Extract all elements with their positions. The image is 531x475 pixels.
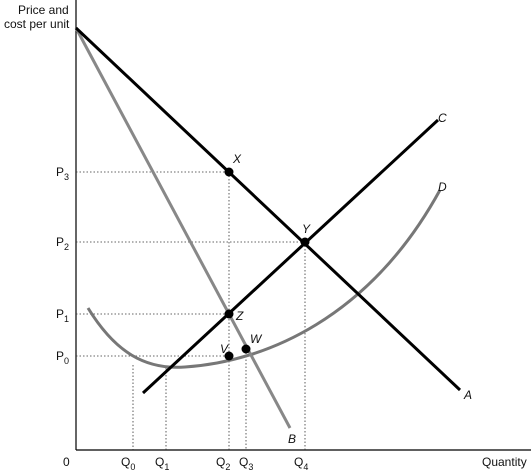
- subscript: 0: [130, 462, 135, 472]
- symbol: Q: [155, 455, 164, 469]
- symbol: P: [56, 165, 64, 179]
- subscript: 1: [64, 314, 69, 324]
- point: [224, 309, 234, 319]
- price-label: P0: [56, 349, 69, 366]
- subscript: 3: [64, 172, 69, 182]
- symbol: Q: [216, 455, 225, 469]
- quantity-label: Q4: [294, 455, 308, 472]
- quantity-label: Q1: [155, 455, 169, 472]
- point-label: X: [232, 152, 242, 166]
- price-label: P3: [56, 165, 69, 182]
- curve-label: B: [288, 432, 296, 446]
- symbol: P: [56, 349, 64, 363]
- x-axis-label: Quantity: [482, 455, 527, 469]
- point: [224, 351, 234, 361]
- price-label: P2: [56, 235, 69, 252]
- quantity-label: Q0: [121, 455, 135, 472]
- curve-label: C: [438, 111, 447, 125]
- point-label: V: [220, 342, 229, 356]
- subscript: 2: [64, 242, 69, 252]
- symbol: P: [56, 307, 64, 321]
- curve-label: A: [463, 388, 472, 402]
- point-label: W: [250, 332, 263, 346]
- point: [224, 167, 234, 177]
- subscript: 0: [64, 356, 69, 366]
- points: [224, 167, 310, 361]
- subscript: 4: [303, 462, 308, 472]
- symbol: P: [56, 235, 64, 249]
- curve-label: D: [438, 180, 447, 194]
- guides: [76, 171, 306, 450]
- point: [300, 237, 310, 247]
- subscript: 3: [248, 462, 253, 472]
- curve-d: [86, 189, 442, 369]
- curve-a: [74, 26, 462, 392]
- curve-c: [141, 118, 440, 395]
- point-label: Y: [302, 222, 311, 236]
- price-label: P1: [56, 307, 69, 324]
- y-axis-label: Price and: [18, 3, 69, 17]
- y-axis-label: cost per unit: [4, 17, 70, 31]
- point-label: Z: [235, 309, 244, 323]
- point: [241, 344, 251, 354]
- curve-b: [74, 27, 292, 429]
- origin-label: 0: [63, 455, 70, 469]
- subscript: 1: [164, 462, 169, 472]
- quantity-label: Q2: [216, 455, 230, 472]
- symbol: Q: [294, 455, 303, 469]
- quantity-label: Q3: [239, 455, 253, 472]
- symbol: Q: [121, 455, 130, 469]
- symbol: Q: [239, 455, 248, 469]
- subscript: 2: [225, 462, 230, 472]
